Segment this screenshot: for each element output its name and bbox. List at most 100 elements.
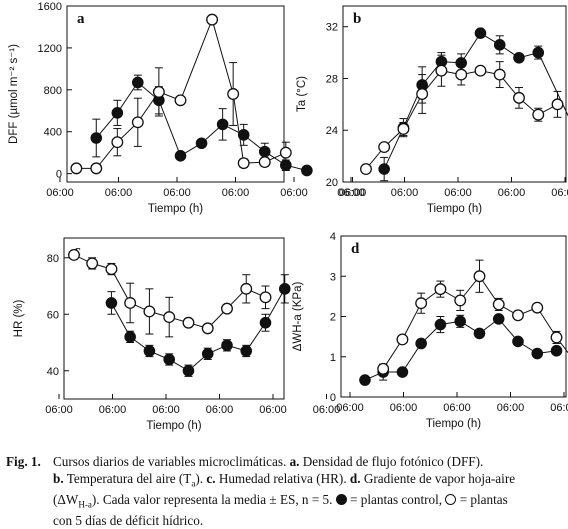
- panel-a: 0 400 800 1200 1600 06:00 06:00 06:00 06:00 06:00…: [8, 1, 366, 215]
- data-point-open: [163, 311, 176, 324]
- x-tick-label: 06:00: [99, 404, 127, 416]
- data-point-open: [131, 116, 144, 129]
- caption-subscript: H-a: [78, 499, 92, 510]
- data-point-filled: [513, 51, 525, 64]
- y-axis-label: DFF (µmol m⁻² s⁻¹): [8, 44, 20, 144]
- y-axis-label: HR (%): [13, 299, 25, 337]
- series-line: [365, 70, 558, 170]
- data-point-open: [227, 88, 240, 100]
- data-point-filled: [434, 318, 447, 331]
- data-point-open: [396, 333, 409, 346]
- x-tick-label: 06:00: [443, 402, 471, 414]
- data-point-filled: [237, 129, 250, 141]
- data-point-open: [240, 282, 253, 295]
- data-point-filled: [201, 348, 214, 360]
- data-point-open: [174, 94, 187, 107]
- panel-label: a: [77, 11, 85, 27]
- caption-key-c: c.: [206, 470, 216, 486]
- data-point-open: [206, 13, 219, 26]
- y-tick-label: 40: [47, 366, 59, 378]
- caption-text: = plantas: [459, 491, 508, 507]
- caption-line-4: con 5 días de déficit hídrico.: [6, 513, 564, 529]
- caption-line-3: (ΔWH-a). Cada valor representa la media …: [6, 492, 564, 513]
- data-point-open: [435, 64, 448, 77]
- y-tick-label: 1: [330, 352, 336, 364]
- x-tick-label: 06:00: [46, 187, 74, 199]
- y-tick-label: 32: [326, 22, 338, 34]
- data-point-filled: [531, 347, 544, 360]
- data-point-open: [532, 108, 545, 121]
- caption-key-a: a.: [289, 454, 300, 469]
- data-point-open: [512, 309, 524, 322]
- data-point-filled: [493, 39, 506, 51]
- data-point-filled: [532, 46, 545, 59]
- panel-b: 2024283206:0006:0006:0006:0006:0006:00Ti…: [296, 5, 568, 215]
- data-point-filled: [473, 327, 486, 340]
- x-tick-label: 06:00: [313, 404, 341, 416]
- caption-text: = plantas control,: [350, 491, 443, 507]
- data-point-open: [474, 64, 487, 77]
- data-point-filled: [132, 76, 144, 89]
- data-point-filled: [195, 137, 208, 150]
- data-point-filled: [512, 335, 524, 348]
- data-point-open: [90, 162, 103, 175]
- y-tick-label: 20: [326, 177, 338, 189]
- data-point-open: [124, 297, 137, 309]
- data-point-filled: [216, 118, 229, 131]
- data-point-open: [105, 263, 118, 276]
- x-tick-label: 06:00: [497, 402, 525, 414]
- data-point-open: [531, 301, 544, 314]
- data-point-open: [455, 68, 468, 81]
- data-point-filled: [90, 132, 103, 144]
- caption-text: con 5 días de déficit hídrico.: [53, 512, 204, 528]
- x-axis-label: Tiempo (h): [148, 203, 203, 215]
- data-point-filled: [105, 297, 118, 309]
- x-tick-label: 06:00: [551, 187, 568, 199]
- x-tick-label: 06:00: [444, 187, 472, 199]
- caption-subscript: a: [191, 478, 196, 489]
- data-point-open: [237, 157, 250, 170]
- data-point-open: [360, 163, 372, 176]
- data-point-filled: [550, 344, 563, 357]
- x-tick-label: 06:00: [206, 404, 234, 416]
- x-tick-label: 06:00: [336, 402, 364, 414]
- x-tick-label: 06:00: [339, 187, 367, 199]
- data-point-filled: [174, 150, 187, 162]
- data-point-open: [378, 141, 391, 154]
- caption-text: Cursos diarios de variables microclimáti…: [53, 454, 287, 469]
- x-tick-label: 06:00: [337, 187, 365, 199]
- y-tick-label: 0: [330, 392, 336, 404]
- open-circle-symbol: [445, 493, 457, 505]
- x-tick-label: 06:00: [498, 187, 526, 199]
- data-point-open: [143, 305, 156, 318]
- y-tick-label: 1600: [38, 1, 62, 13]
- y-axis-label: Ta (°C): [296, 76, 308, 112]
- caption-text: Humedad relativa (HR).: [218, 470, 347, 486]
- caption-line-1: Fig. 1. Cursos diarios de variables micro…: [6, 454, 564, 471]
- data-point-filled: [359, 374, 371, 386]
- data-point-open: [68, 248, 80, 261]
- data-point-open: [279, 146, 292, 159]
- caption-fig-label: Fig. 1.: [6, 454, 41, 469]
- data-point-open: [454, 294, 467, 307]
- data-point-open: [434, 283, 447, 296]
- y-tick-label: 60: [47, 309, 59, 321]
- data-point-open: [377, 362, 390, 375]
- plot-frame: [340, 235, 567, 398]
- data-point-filled: [454, 315, 467, 328]
- data-point-filled: [221, 339, 233, 352]
- y-tick-label: 28: [326, 73, 338, 85]
- x-tick-label: 06:00: [45, 404, 73, 416]
- x-axis-label: Tiempo (h): [146, 420, 201, 432]
- data-point-open: [152, 85, 165, 98]
- y-tick-label: 24: [326, 125, 338, 137]
- filled-circle-symbol: [335, 493, 347, 505]
- data-point-filled: [258, 145, 271, 158]
- data-point-filled: [124, 331, 136, 343]
- data-point-open: [473, 270, 486, 283]
- data-point-filled: [474, 27, 487, 39]
- x-tick-label: 06:00: [390, 402, 418, 414]
- data-point-open: [70, 162, 83, 175]
- data-point-open: [493, 68, 506, 81]
- y-axis-label: ΔWH-a (KPa): [292, 282, 304, 352]
